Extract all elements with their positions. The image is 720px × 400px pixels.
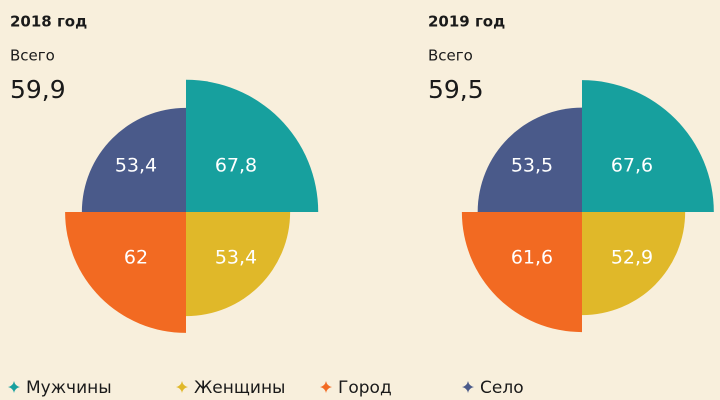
sector	[186, 212, 291, 317]
legend-marker	[462, 381, 474, 393]
legend-marker	[320, 381, 332, 393]
value-label: 53,4	[115, 155, 157, 177]
value-label: 67,8	[215, 155, 257, 177]
legend-label: Мужчины	[26, 378, 112, 398]
legend-marker	[8, 381, 20, 393]
sector	[582, 212, 686, 316]
total: 59,5	[428, 75, 484, 104]
legend-marker	[176, 381, 188, 393]
sector	[186, 79, 319, 212]
sector	[582, 80, 714, 213]
sector	[477, 107, 582, 212]
legend-label: Город	[338, 378, 392, 398]
sector	[81, 107, 186, 212]
chart-title: 2019 год	[428, 13, 505, 31]
total: 59,9	[10, 75, 66, 104]
subtitle: Всего	[10, 47, 55, 65]
sector	[461, 212, 582, 333]
value-label: 67,6	[611, 155, 653, 177]
value-label: 52,9	[611, 247, 653, 269]
subtitle: Всего	[428, 47, 473, 65]
value-label: 53,4	[215, 247, 257, 269]
value-label: 61,6	[511, 247, 553, 269]
chart-title: 2018 год	[10, 13, 87, 31]
value-label: 53,5	[511, 155, 553, 177]
legend-label: Женщины	[194, 378, 285, 398]
legend-label: Село	[480, 378, 524, 398]
value-label: 62	[124, 247, 148, 269]
sector	[65, 212, 186, 333]
